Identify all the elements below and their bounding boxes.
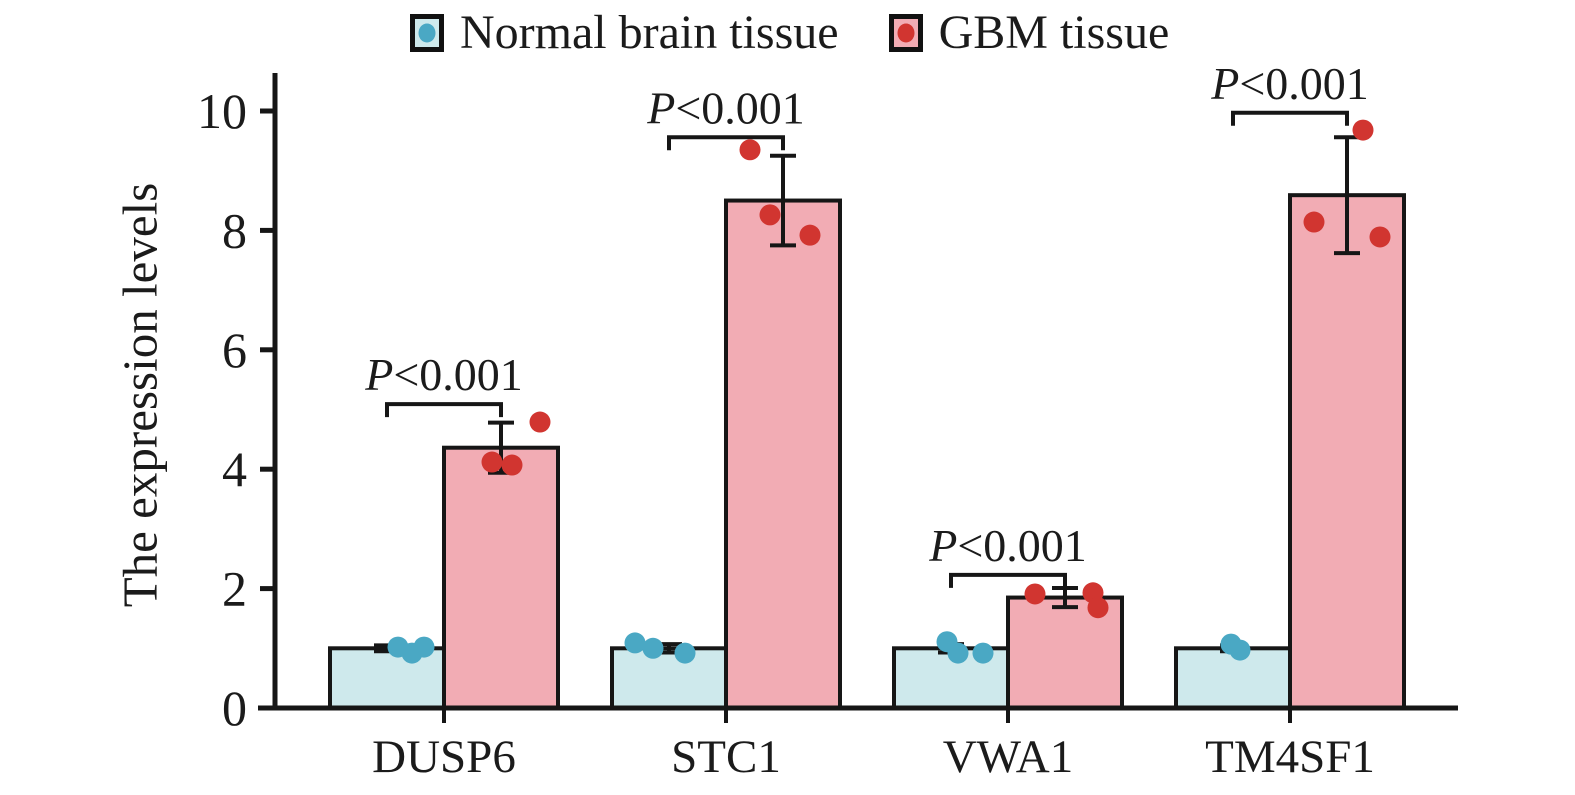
y-tick-label: 10 (197, 83, 247, 139)
scatter-point (947, 642, 969, 664)
legend: Normal brain tissue GBM tissue (410, 6, 1169, 60)
scatter-point (1352, 119, 1374, 141)
significance-bracket (385, 402, 503, 418)
scatter-point (624, 632, 646, 654)
scatter-point (739, 139, 761, 161)
significance-bracket (667, 135, 785, 151)
bar-gbm-dusp6 (442, 445, 560, 710)
significance-bracket (1231, 110, 1349, 126)
legend-item-normal: Normal brain tissue (410, 6, 839, 60)
significance-bracket (949, 572, 1067, 588)
significance-label: P<0.001 (364, 349, 523, 400)
bar-normal-stc1 (610, 646, 728, 710)
y-tick-label: 8 (222, 202, 247, 258)
legend-dot-gbm-icon (897, 23, 915, 43)
x-tick-label: STC1 (671, 731, 781, 783)
scatter-point (799, 224, 821, 246)
scatter-point (481, 451, 503, 473)
scatter-point (674, 642, 696, 664)
scatter-point (1087, 597, 1109, 619)
legend-marker-gbm-icon (888, 14, 923, 52)
scatter-point (1229, 639, 1251, 661)
scatter-point (1024, 583, 1046, 605)
x-tick-label: DUSP6 (372, 731, 516, 783)
y-tick-label: 6 (222, 322, 247, 378)
scatter-point (1369, 226, 1391, 248)
x-tick-label: TM4SF1 (1205, 731, 1375, 783)
scatter-point (501, 454, 523, 476)
x-tick-label: VWA1 (943, 731, 1074, 783)
scatter-point (529, 411, 551, 433)
scatter-point (972, 642, 994, 664)
significance-label: P<0.001 (1210, 58, 1369, 109)
bar-gbm-tm4sf1 (1288, 193, 1406, 710)
y-tick-label: 4 (222, 441, 247, 497)
scatter-point (1303, 211, 1325, 233)
legend-marker-normal-icon (410, 14, 444, 52)
y-tick-label: 2 (222, 561, 247, 617)
significance-label: P<0.001 (646, 82, 805, 133)
y-tick-label: 0 (222, 680, 247, 736)
legend-label-gbm: GBM tissue (938, 6, 1170, 59)
scatter-point (413, 636, 435, 658)
legend-item-gbm: GBM tissue (888, 6, 1170, 60)
scatter-point (642, 637, 664, 659)
scatter-point (759, 204, 781, 226)
legend-dot-normal-icon (418, 23, 436, 43)
bar-normal-dusp6 (328, 646, 446, 710)
bar-gbm-stc1 (724, 198, 842, 711)
y-axis-title: The expression levels (112, 182, 168, 608)
significance-label: P<0.001 (928, 520, 1087, 571)
legend-label-normal: Normal brain tissue (460, 6, 839, 59)
